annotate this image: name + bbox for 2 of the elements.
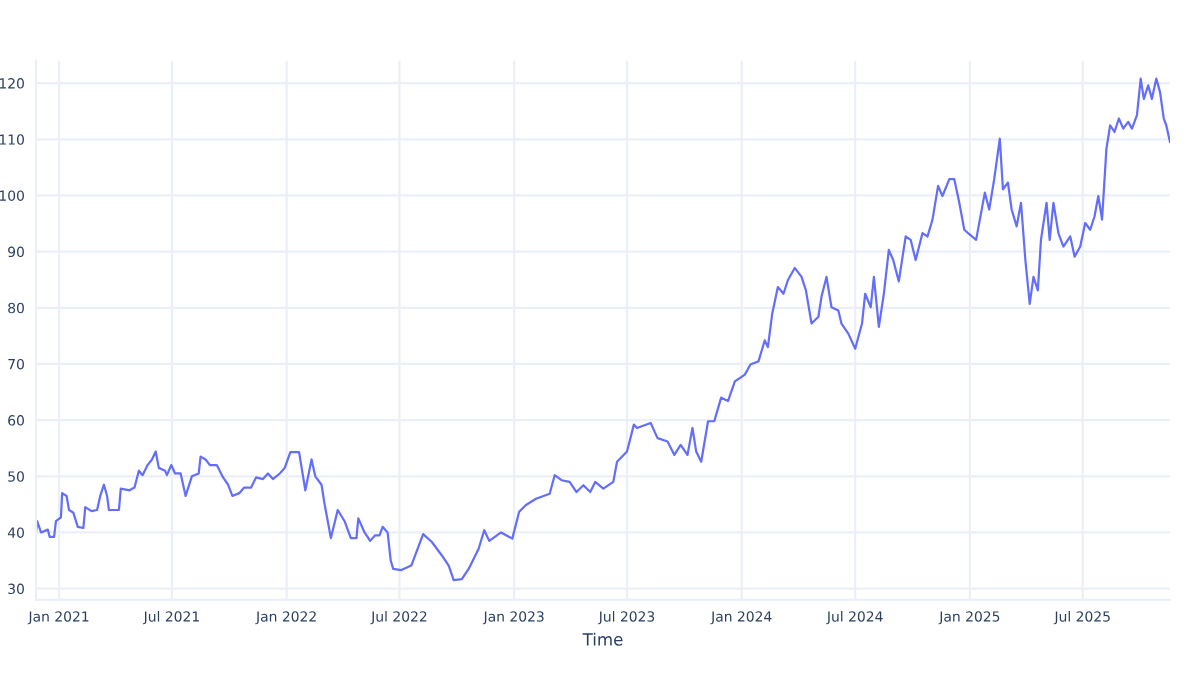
- line-series: [36, 77, 1170, 582]
- x-axis-title: Time: [582, 632, 623, 646]
